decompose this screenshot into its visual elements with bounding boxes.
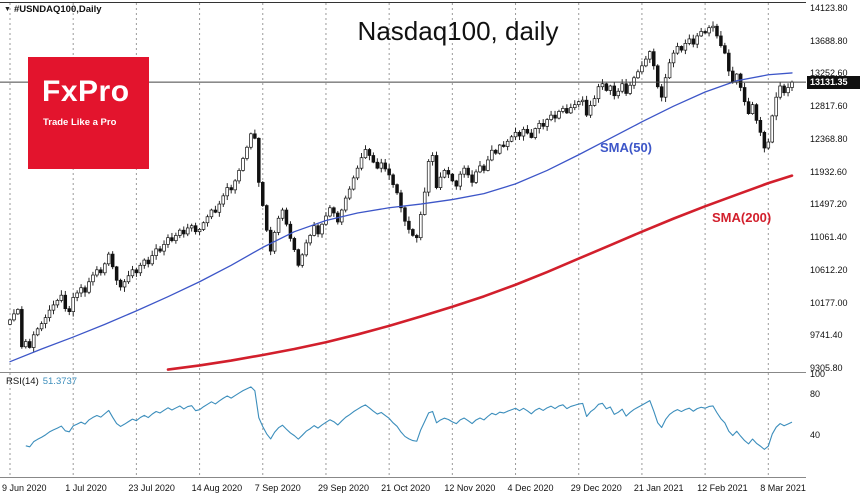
fxpro-logo-text: FxPro [42,75,130,108]
price-axis-label: 12368.80 [810,134,848,145]
date-axis-label: 7 Sep 2020 [254,483,301,493]
symbol-label-text: #USNDAQ100,Daily [13,4,102,15]
rsi-axis-label: 80 [810,389,821,400]
current-price-badge: 13131.35 [807,75,860,89]
date-axis-label: 9 Jun 2020 [2,483,47,493]
date-axis-label: 12 Feb 2021 [697,483,748,493]
sma200-label: SMA(200) [712,210,772,225]
date-axis-label: 29 Dec 2020 [570,483,622,493]
price-axis-label: 11061.40 [810,231,847,242]
date-axis-label: 1 Jul 2020 [65,483,107,493]
symbol-label: ▼ #USNDAQ100,Daily [4,4,102,15]
chart-title: Nasdaq100, daily [357,16,559,46]
date-axis[interactable]: 9 Jun 2020 1 Jul 2020 23 Jul 2020 14 Aug 20… [0,478,860,500]
chevron-down-icon: ▼ [4,6,11,13]
price-axis-label: 10177.00 [810,297,848,308]
fxpro-logo-tagline: Trade Like a Pro [43,117,117,128]
price-axis-label: 11497.20 [810,199,847,210]
price-axis-label: 9305.80 [810,363,843,373]
rsi-axis-label: 40 [810,430,821,441]
price-axis-label: 13688.80 [810,35,848,46]
price-axis-label: 11932.60 [810,166,847,177]
price-axis-label: 14123.80 [810,3,848,13]
rsi-indicator-label: RSI(14) 51.3737 [6,376,77,387]
price-axis-label: 9741.40 [810,330,843,341]
sma50-label: SMA(50) [600,140,653,155]
rsi-name: RSI(14) [6,376,39,387]
date-axis-label: 8 Mar 2021 [760,483,806,493]
date-axis-label: 4 Dec 2020 [507,483,554,493]
date-axis-label: 21 Jan 2021 [633,483,684,493]
price-axis[interactable]: 14123.80 13688.80 13252.60 12817.60 12368.80… [806,0,860,478]
date-axis-label: 21 Oct 2020 [381,483,431,493]
date-axis-label: 12 Nov 2020 [444,483,496,493]
date-axis-label: 23 Jul 2020 [128,483,175,493]
fxpro-logo: FxPro Trade Like a Pro [28,57,149,169]
price-axis-label: 12817.60 [810,100,848,111]
chart-canvas[interactable] [0,0,860,478]
price-axis-label: 13252.60 [810,68,848,79]
price-axis-label: 10612.20 [810,265,848,276]
date-axis-label: 29 Sep 2020 [317,483,369,493]
rsi-value: 51.3737 [42,376,78,387]
rsi-axis-label: 100 [810,369,826,379]
date-axis-label: 14 Aug 2020 [191,483,243,493]
